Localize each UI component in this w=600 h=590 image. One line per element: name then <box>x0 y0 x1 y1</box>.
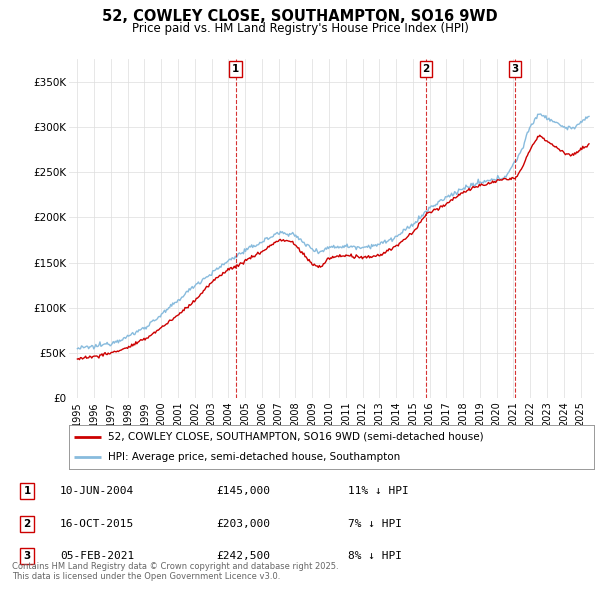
Text: 2: 2 <box>422 64 430 74</box>
Text: HPI: Average price, semi-detached house, Southampton: HPI: Average price, semi-detached house,… <box>109 452 401 462</box>
Text: Contains HM Land Registry data © Crown copyright and database right 2025.
This d: Contains HM Land Registry data © Crown c… <box>12 562 338 581</box>
Text: 7% ↓ HPI: 7% ↓ HPI <box>348 519 402 529</box>
Text: 05-FEB-2021: 05-FEB-2021 <box>60 551 134 561</box>
Text: 3: 3 <box>511 64 518 74</box>
Text: 1: 1 <box>232 64 239 74</box>
Text: 8% ↓ HPI: 8% ↓ HPI <box>348 551 402 561</box>
Text: 1: 1 <box>23 486 31 496</box>
Text: 11% ↓ HPI: 11% ↓ HPI <box>348 486 409 496</box>
Text: 2: 2 <box>23 519 31 529</box>
Text: 52, COWLEY CLOSE, SOUTHAMPTON, SO16 9WD: 52, COWLEY CLOSE, SOUTHAMPTON, SO16 9WD <box>102 9 498 24</box>
Text: 52, COWLEY CLOSE, SOUTHAMPTON, SO16 9WD (semi-detached house): 52, COWLEY CLOSE, SOUTHAMPTON, SO16 9WD … <box>109 432 484 442</box>
Text: Price paid vs. HM Land Registry's House Price Index (HPI): Price paid vs. HM Land Registry's House … <box>131 22 469 35</box>
Text: £203,000: £203,000 <box>216 519 270 529</box>
Text: £242,500: £242,500 <box>216 551 270 561</box>
Text: 16-OCT-2015: 16-OCT-2015 <box>60 519 134 529</box>
Text: 3: 3 <box>23 551 31 561</box>
Text: 10-JUN-2004: 10-JUN-2004 <box>60 486 134 496</box>
Text: £145,000: £145,000 <box>216 486 270 496</box>
